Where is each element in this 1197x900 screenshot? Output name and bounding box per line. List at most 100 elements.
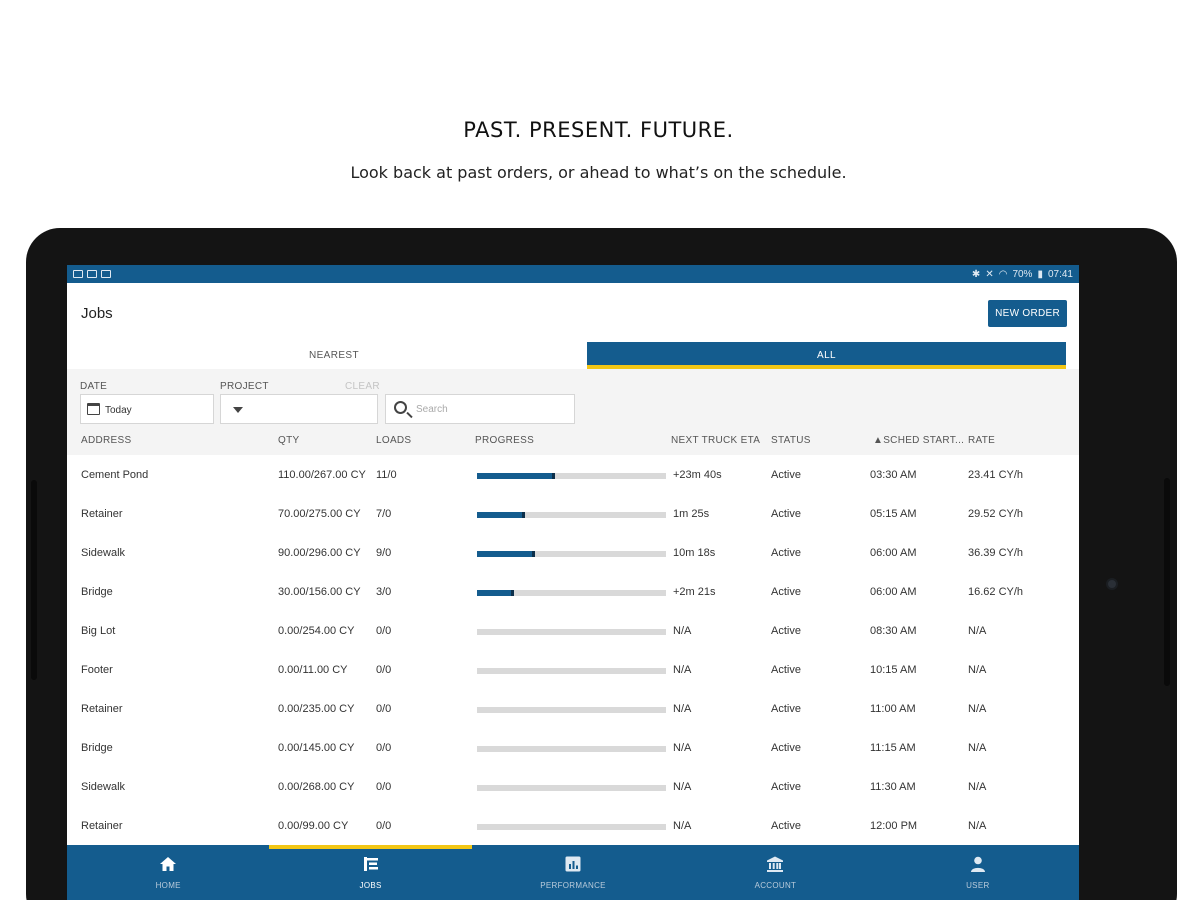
sched-start-cell: 11:15 AM [870, 742, 916, 754]
promo-subline: Look back at past orders, or ahead to wh… [350, 163, 847, 182]
table-row[interactable]: Bridge 30.00/156.00 CY 3/0 +2m 21s Active 06:… [67, 573, 1079, 612]
qty-cell: 0.00/145.00 CY [278, 742, 355, 754]
qty-cell: 0.00/99.00 CY [278, 820, 349, 832]
status-cell: Active [771, 508, 801, 520]
rate-cell: N/A [968, 742, 987, 754]
mute-icon: ✕ [985, 268, 994, 280]
tab-all[interactable]: ALL [587, 342, 1066, 369]
progress-marker [531, 551, 535, 557]
qty-cell: 0.00/268.00 CY [278, 781, 355, 793]
nav-item-account[interactable]: ACCOUNT [674, 845, 876, 900]
sched-start-cell: 06:00 AM [870, 547, 917, 559]
rate-cell: N/A [968, 820, 987, 832]
qty-cell: 0.00/11.00 CY [278, 664, 348, 676]
col-loads[interactable]: LOADS [376, 435, 412, 446]
table-row[interactable]: Retainer 0.00/235.00 CY 0/0 N/A Active 11:00 … [67, 690, 1079, 729]
loads-cell: 11/0 [376, 469, 397, 481]
address-cell: Big Lot [81, 625, 116, 637]
rate-cell: N/A [968, 703, 987, 715]
sched-start-cell: 11:00 AM [870, 703, 916, 715]
promo-headline: PAST. PRESENT. FUTURE. [463, 118, 734, 142]
col-sched-start[interactable]: ▲SCHED START... [873, 435, 965, 446]
progress-fill [477, 512, 525, 518]
eta-cell: +23m 40s [673, 469, 722, 481]
new-order-button[interactable]: NEW ORDER [988, 300, 1067, 327]
progress-marker [552, 473, 556, 479]
address-cell: Bridge [81, 742, 113, 754]
nav-label: HOME [155, 881, 181, 890]
progress-bar [477, 551, 666, 557]
status-cell: Active [771, 703, 801, 715]
app-screen: ✱ ✕ ◠ 70% ▮ 07:41 Jobs NEW ORDER NEAREST… [67, 265, 1079, 900]
status-cell: Active [771, 664, 801, 676]
jobs-icon [362, 855, 380, 873]
search-icon [394, 401, 407, 414]
sched-start-cell: 08:30 AM [870, 625, 917, 637]
sched-start-cell: 10:15 AM [870, 664, 917, 676]
table-row[interactable]: Big Lot 0.00/254.00 CY 0/0 N/A Active 08:30 A… [67, 612, 1079, 651]
bank-icon [766, 855, 784, 873]
table-row[interactable]: Retainer 70.00/275.00 CY 7/0 1m 25s Active 05… [67, 495, 1079, 534]
search-field[interactable] [385, 394, 575, 424]
wifi-icon: ◠ [998, 268, 1008, 280]
sched-start-cell: 11:30 AM [870, 781, 916, 793]
project-dropdown[interactable] [220, 394, 378, 424]
col-eta[interactable]: NEXT TRUCK ETA [671, 435, 761, 446]
tablet-side-button [31, 480, 37, 680]
address-cell: Retainer [81, 508, 123, 520]
progress-fill [477, 590, 513, 596]
calendar-icon [87, 403, 100, 415]
nav-item-jobs[interactable]: JOBS [269, 845, 473, 900]
loads-cell: 3/0 [376, 586, 392, 598]
table-row[interactable]: Cement Pond 110.00/267.00 CY 11/0 +23m 40s A… [67, 456, 1079, 495]
nav-item-home[interactable]: HOME [67, 845, 269, 900]
col-status[interactable]: STATUS [771, 435, 811, 446]
col-progress[interactable]: PROGRESS [475, 435, 535, 446]
loads-cell: 9/0 [376, 547, 392, 559]
address-cell: Footer [81, 664, 113, 676]
system-status: ✱ ✕ ◠ 70% ▮ 07:41 [972, 269, 1073, 280]
qty-cell: 0.00/254.00 CY [278, 625, 355, 637]
tab-nearest[interactable]: NEAREST [308, 350, 360, 361]
status-cell: Active [771, 586, 801, 598]
col-address[interactable]: ADDRESS [81, 435, 132, 446]
table-row[interactable]: Sidewalk 0.00/268.00 CY 0/0 N/A Active 11:30 … [67, 768, 1079, 807]
nav-label: PERFORMANCE [540, 881, 606, 890]
address-cell: Sidewalk [81, 781, 126, 793]
rate-cell: 29.52 CY/h [968, 508, 1024, 520]
nav-item-user[interactable]: USER [877, 845, 1079, 900]
address-cell: Sidewalk [81, 547, 126, 559]
sched-start-cell: 03:30 AM [870, 469, 917, 481]
eta-cell: 10m 18s [673, 547, 716, 559]
app-notification-icon [87, 270, 97, 278]
progress-fill [477, 551, 534, 557]
page-title: Jobs [81, 305, 113, 322]
project-label: PROJECT [220, 381, 269, 392]
progress-fill [477, 473, 555, 479]
date-picker[interactable]: Today [80, 394, 214, 424]
status-cell: Active [771, 547, 801, 559]
rate-cell: 23.41 CY/h [968, 469, 1024, 481]
loads-cell: 0/0 [376, 742, 392, 754]
user-icon [969, 855, 987, 873]
address-cell: Cement Pond [81, 469, 149, 481]
progress-bar [477, 590, 666, 596]
eta-cell: +2m 21s [673, 586, 716, 598]
progress-bar [477, 629, 666, 635]
nav-item-performance[interactable]: PERFORMANCE [472, 845, 674, 900]
progress-marker [522, 512, 526, 518]
col-rate[interactable]: RATE [968, 435, 996, 446]
table-row[interactable]: Sidewalk 90.00/296.00 CY 9/0 10m 18s Active 0… [67, 534, 1079, 573]
col-qty[interactable]: QTY [278, 435, 300, 446]
progress-bar [477, 746, 666, 752]
table-row[interactable]: Footer 0.00/11.00 CY 0/0 N/A Active 10:15 AM N… [67, 651, 1079, 690]
status-cell: Active [771, 781, 801, 793]
table-row[interactable]: Bridge 0.00/145.00 CY 0/0 N/A Active 11:15 AM… [67, 729, 1079, 768]
chevron-down-icon [233, 407, 243, 413]
table-row[interactable]: Retainer 0.00/99.00 CY 0/0 N/A Active 12:00 P… [67, 807, 1079, 846]
search-input[interactable] [416, 401, 566, 417]
loads-cell: 0/0 [376, 625, 392, 637]
qty-cell: 90.00/296.00 CY [278, 547, 361, 559]
filter-panel: DATE PROJECT CLEAR Today ADDRESS QTY LOA… [67, 369, 1079, 455]
clear-button[interactable]: CLEAR [345, 381, 380, 392]
